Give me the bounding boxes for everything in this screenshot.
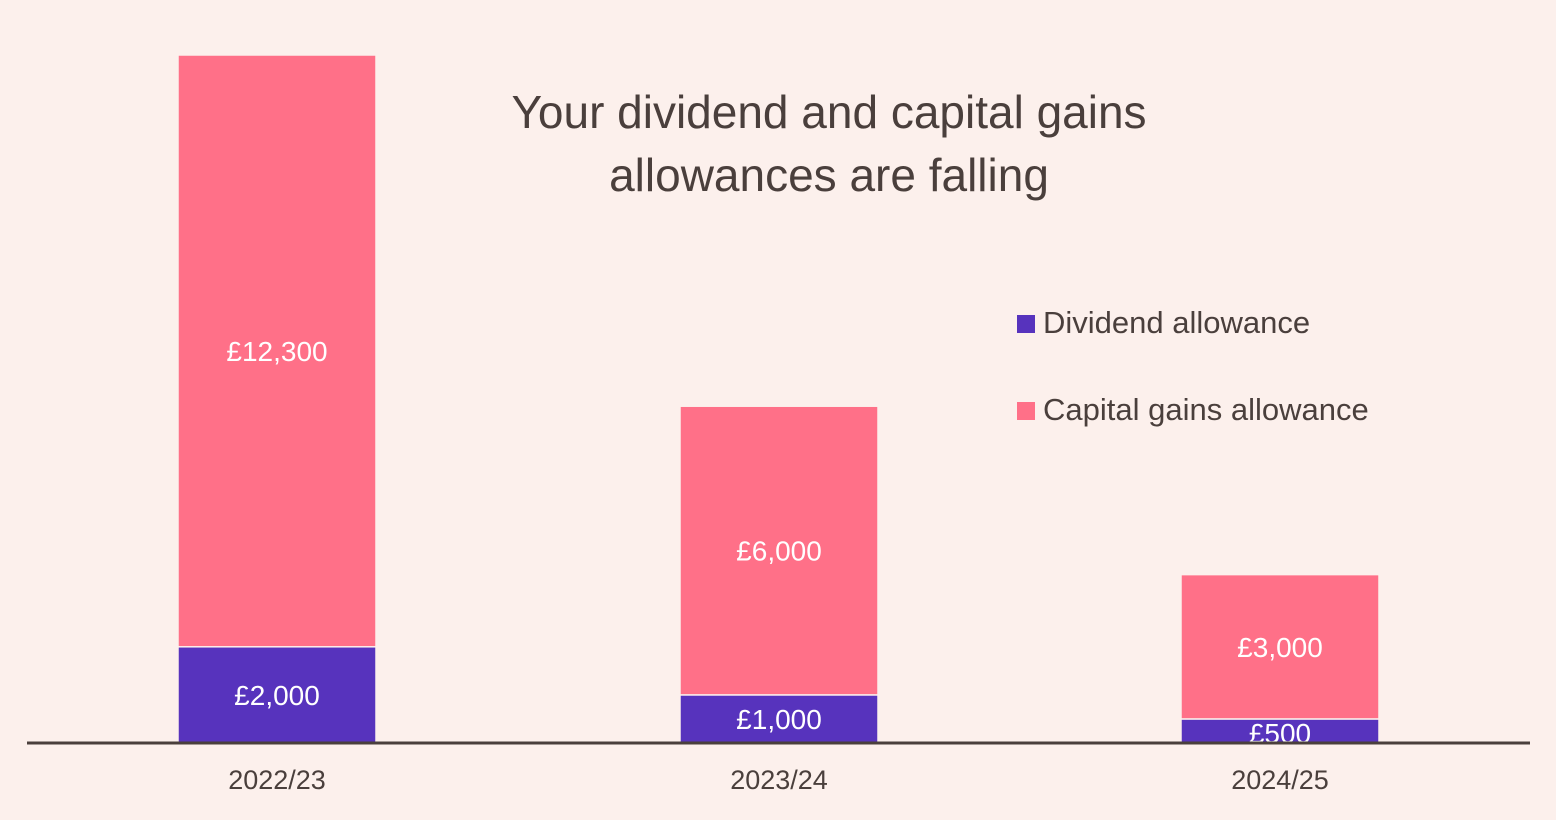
bar-capital-gains-2024-25 (1180, 573, 1380, 720)
value-label-capital-gains-2024-25: £3,000 (1237, 632, 1323, 663)
value-label-dividend-2023-24: £1,000 (736, 704, 822, 735)
x-tick-labels: 2022/23 2023/24 2024/25 (228, 765, 1329, 795)
legend: Dividend allowance Capital gains allowan… (1017, 305, 1369, 427)
bar-capital-gains-2022-23 (177, 54, 377, 648)
chart-title-line-1: Your dividend and capital gains (511, 86, 1146, 138)
value-label-capital-gains-2023-24: £6,000 (736, 536, 822, 567)
value-label-dividend-2022-23: £2,000 (234, 680, 320, 711)
x-tick-label-2024-25: 2024/25 (1231, 765, 1329, 795)
x-tick-label-2023-24: 2023/24 (730, 765, 828, 795)
bar-dividend-2022-23 (177, 646, 377, 744)
value-label-capital-gains-2022-23: £12,300 (226, 336, 327, 367)
legend-label-capital-gains: Capital gains allowance (1043, 392, 1369, 427)
legend-swatch-capital-gains (1017, 402, 1035, 420)
x-tick-label-2022-23: 2022/23 (228, 765, 326, 795)
chart-title-line-2: allowances are falling (609, 149, 1049, 201)
bar-capital-gains-2023-24 (679, 405, 879, 696)
legend-swatch-dividend (1017, 315, 1035, 333)
bars-layer (177, 54, 1380, 744)
legend-label-dividend: Dividend allowance (1043, 305, 1310, 340)
